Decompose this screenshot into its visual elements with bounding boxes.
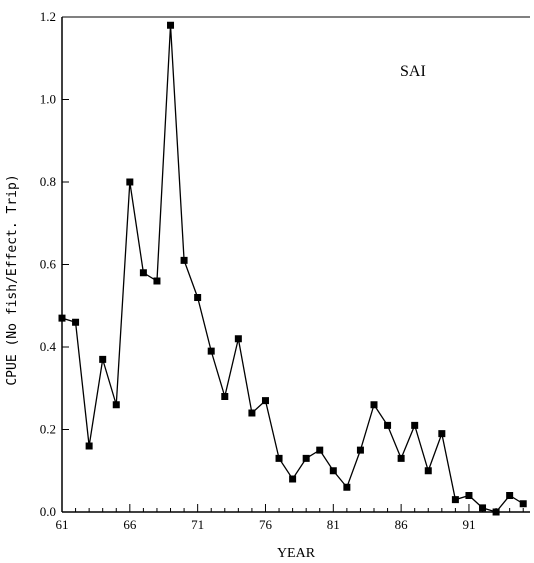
annotation: SAI	[400, 63, 426, 80]
axes	[61, 16, 530, 513]
x-tick-label: 61	[56, 517, 69, 532]
y-tick-label: 0.0	[40, 504, 56, 519]
data-point	[356, 446, 364, 454]
ticks: 0.0 0.2 0.4 0.6 0.8 1.0 1.2 61 66 71 76 81 86 91	[40, 9, 524, 532]
data-point	[248, 409, 256, 417]
data-point	[506, 492, 514, 499]
data-point	[343, 483, 351, 491]
data-point	[234, 335, 242, 343]
data-point	[479, 504, 487, 512]
data-point	[180, 256, 188, 264]
y-axis-title: CPUE (No fish/Effect. Trip)	[5, 174, 20, 385]
data-point	[207, 347, 215, 355]
data-point	[112, 401, 120, 409]
y-tick-label: 1.0	[40, 92, 56, 107]
data-point	[85, 442, 93, 450]
data-point	[153, 277, 161, 285]
data-point	[99, 355, 107, 363]
x-tick-label: 66	[123, 517, 137, 532]
data-point	[329, 467, 337, 475]
x-tick-label: 81	[327, 517, 340, 532]
data-point	[451, 496, 459, 504]
data-point	[126, 178, 134, 186]
data-point	[411, 421, 419, 429]
data-point	[194, 294, 202, 301]
data-point	[139, 269, 147, 277]
data-point	[424, 467, 432, 475]
data-point	[72, 318, 80, 326]
series	[58, 21, 527, 516]
data-point	[397, 454, 405, 462]
data-point	[302, 454, 310, 462]
series-line	[61, 25, 524, 513]
y-tick-label: 0.2	[40, 422, 56, 437]
data-point	[261, 397, 269, 405]
data-point	[465, 492, 473, 499]
data-point	[289, 475, 297, 483]
data-point	[438, 430, 446, 438]
data-point	[316, 446, 324, 454]
data-point	[384, 421, 392, 429]
y-tick-label: 0.6	[40, 257, 57, 272]
x-tick-label: 86	[395, 517, 409, 532]
data-point	[221, 393, 229, 400]
y-tick-label: 0.8	[40, 174, 56, 189]
x-tick-label: 71	[191, 517, 204, 532]
x-tick-label: 76	[259, 517, 273, 532]
data-point	[275, 454, 283, 462]
data-point	[492, 508, 500, 516]
y-tick-label: 1.2	[40, 9, 56, 24]
data-point	[370, 401, 378, 409]
y-tick-label: 0.4	[40, 339, 57, 354]
data-point	[519, 500, 527, 508]
data-point	[58, 314, 66, 322]
data-point	[167, 21, 175, 29]
x-axis-title: YEAR	[277, 546, 316, 561]
x-tick-label: 91	[462, 517, 475, 532]
